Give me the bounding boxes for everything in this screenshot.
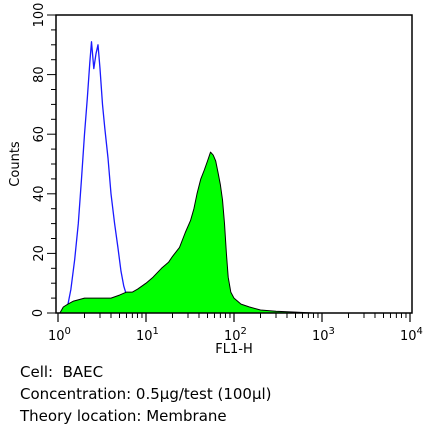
y-tick-label: 80: [32, 66, 47, 83]
x-tick-label: 104: [400, 326, 423, 344]
y-tick-label: 60: [32, 126, 47, 143]
histogram-chart: 100 101 102 103 104 0 20 40 60 80 100 FL1-H Count…: [8, 3, 423, 357]
y-axis-title: Counts: [8, 141, 23, 187]
series-1-area: [59, 151, 314, 314]
caption-location: Theory location: Membrane: [20, 407, 227, 425]
caption-cell: Cell: BAEC: [20, 363, 104, 381]
plot-frame: [55, 14, 413, 314]
x-tick-label: 101: [136, 326, 159, 344]
y-tick-label: 40: [32, 186, 47, 203]
x-tick-label: 100: [48, 326, 71, 344]
x-tick-label: 102: [224, 326, 247, 344]
series-0-line: [61, 41, 133, 314]
x-axis: 100 101 102 103 104: [48, 313, 423, 344]
y-tick-label: 0: [31, 309, 46, 317]
y-tick-label: 100: [32, 3, 47, 28]
x-axis-title: FL1-H: [215, 342, 252, 357]
x-tick-label: 103: [312, 326, 335, 344]
caption-concentration: Concentration: 0.5µg/test (100µl): [20, 385, 272, 403]
y-axis: 0 20 40 60 80 100: [31, 3, 56, 317]
y-tick-label: 20: [32, 245, 47, 262]
plot-series: [59, 41, 314, 314]
